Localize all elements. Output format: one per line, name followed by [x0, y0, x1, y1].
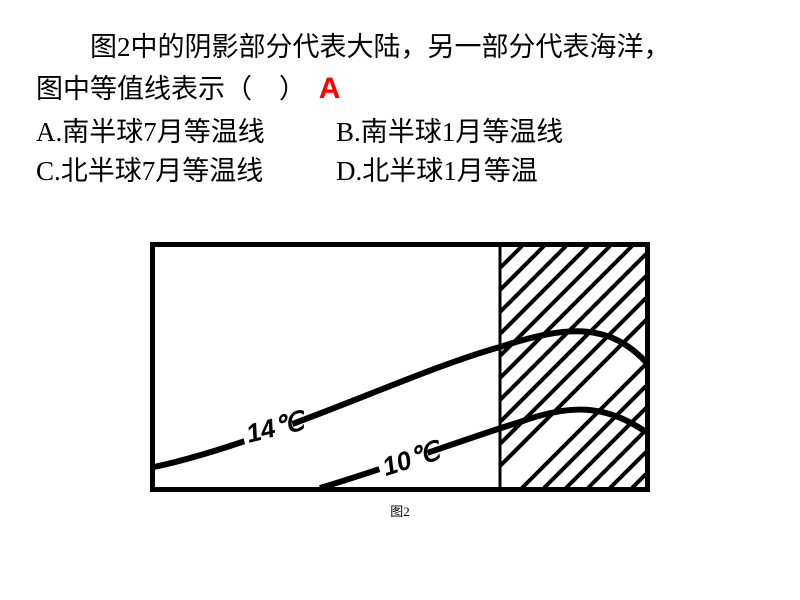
isotherm-label-0: 14℃ [243, 405, 310, 449]
diagram-container: 14℃ 10℃ 图2 [150, 242, 650, 520]
isotherms-group: 14℃ 10℃ [154, 331, 646, 488]
hatch-line [500, 276, 646, 422]
option-c: C.北半球7月等温线 [36, 152, 336, 191]
option-b: B.南半球1月等温线 [336, 113, 563, 152]
land-hatching [500, 246, 646, 488]
hatch-line [566, 408, 646, 488]
hatch-line [500, 254, 646, 400]
question-prompt: 图中等值线表示（ ） [36, 74, 306, 104]
hatch-line [544, 386, 646, 488]
hatch-line [500, 246, 522, 268]
isotherm-diagram: 14℃ 10℃ [150, 242, 650, 492]
isotherm-label-1: 10℃ [378, 434, 446, 482]
answer-letter: A [319, 72, 341, 105]
hatch-line [610, 452, 646, 488]
option-d: D.北半球1月等温 [336, 152, 538, 191]
options-block: A.南半球7月等温线 B.南半球1月等温线 C.北半球7月等温线 D.北半球1月… [36, 113, 764, 191]
option-a: A.南半球7月等温线 [36, 113, 336, 152]
hatch-line [500, 246, 588, 334]
question-line-1: 图2中的阴影部分代表大陆，另一部分代表海洋， [36, 28, 764, 67]
hatch-line [500, 246, 544, 290]
hatch-line [632, 474, 646, 488]
diagram-caption: 图2 [150, 501, 650, 520]
question-line-2: 图中等值线表示（ ） A [36, 67, 764, 111]
